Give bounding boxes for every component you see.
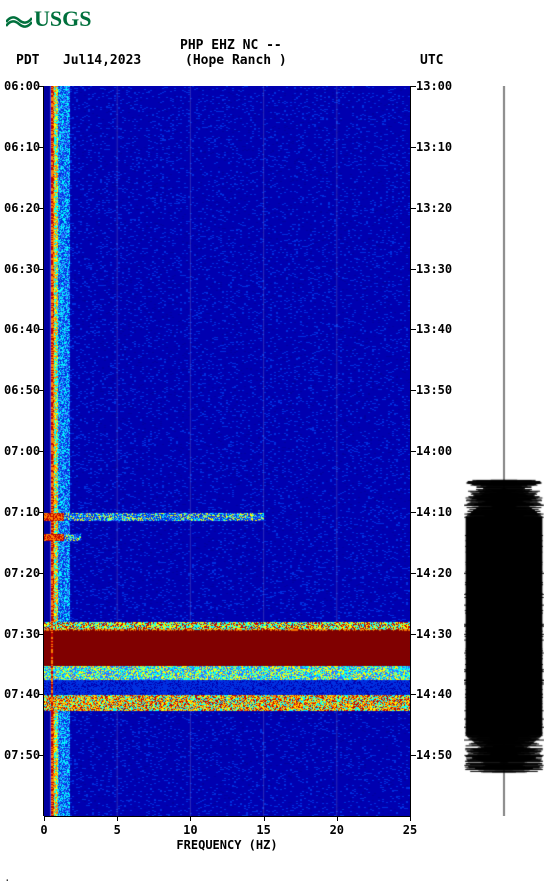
left-tick-label: 07:00 [4, 444, 40, 458]
right-tick-mark [410, 512, 416, 513]
left-tick-label: 06:50 [4, 383, 40, 397]
right-tick-mark [410, 86, 416, 87]
right-time-axis: 13:0013:1013:2013:3013:4013:5014:0014:10… [416, 86, 456, 816]
right-tick-label: 14:40 [416, 687, 452, 701]
right-tick-label: 14:50 [416, 748, 452, 762]
right-tick-label: 13:50 [416, 383, 452, 397]
left-tick-mark [38, 329, 44, 330]
right-tick-label: 13:20 [416, 201, 452, 215]
left-tick-label: 07:50 [4, 748, 40, 762]
x-tick-label: 0 [40, 823, 47, 837]
x-tick-label: 20 [330, 823, 344, 837]
x-tick-mark [117, 816, 118, 821]
left-tick-mark [38, 147, 44, 148]
right-tick-mark [410, 329, 416, 330]
left-tick-mark [38, 634, 44, 635]
right-tick-label: 14:10 [416, 505, 452, 519]
left-tick-label: 07:10 [4, 505, 40, 519]
right-tick-mark [410, 634, 416, 635]
x-axis-line [44, 816, 410, 817]
left-tick-mark [38, 451, 44, 452]
right-tick-mark [410, 147, 416, 148]
right-tick-mark [410, 694, 416, 695]
header-left: PDT Jul14,2023 [16, 53, 141, 68]
left-tick-mark [38, 269, 44, 270]
right-tick-label: 13:40 [416, 322, 452, 336]
right-tick-mark [410, 573, 416, 574]
date: Jul14,2023 [63, 53, 141, 68]
left-tick-mark [38, 755, 44, 756]
left-tick-mark [38, 390, 44, 391]
x-tick-mark [44, 816, 45, 821]
right-tick-label: 14:30 [416, 627, 452, 641]
waveform-panel [464, 86, 544, 816]
x-tick-mark [264, 816, 265, 821]
spectrogram-plot [44, 86, 410, 816]
wave-icon [6, 10, 32, 28]
left-tick-label: 07:40 [4, 687, 40, 701]
station-line: PHP EHZ NC -- [180, 38, 282, 53]
left-tick-label: 06:20 [4, 201, 40, 215]
usgs-logo: USGS [6, 6, 91, 32]
x-tick-label: 10 [183, 823, 197, 837]
x-tick-label: 25 [403, 823, 417, 837]
left-tick-label: 07:20 [4, 566, 40, 580]
right-tick-label: 13:30 [416, 262, 452, 276]
right-tick-label: 13:10 [416, 140, 452, 154]
left-tick-label: 06:00 [4, 79, 40, 93]
left-tz: PDT [16, 53, 39, 68]
left-tick-label: 06:30 [4, 262, 40, 276]
logo-text: USGS [34, 6, 91, 32]
right-tick-label: 13:00 [416, 79, 452, 93]
x-tick-label: 15 [256, 823, 270, 837]
left-tick-mark [38, 573, 44, 574]
left-tick-mark [38, 694, 44, 695]
x-tick-mark [337, 816, 338, 821]
x-tick-mark [190, 816, 191, 821]
left-tick-mark [38, 86, 44, 87]
left-tick-label: 06:40 [4, 322, 40, 336]
right-tick-mark [410, 390, 416, 391]
right-tick-label: 14:00 [416, 444, 452, 458]
left-tick-mark [38, 208, 44, 209]
waveform-canvas [464, 86, 544, 816]
right-tick-mark [410, 451, 416, 452]
left-tick-label: 07:30 [4, 627, 40, 641]
left-tick-label: 06:10 [4, 140, 40, 154]
right-tick-mark [410, 208, 416, 209]
x-tick-label: 5 [114, 823, 121, 837]
right-tick-mark [410, 269, 416, 270]
x-axis-title: FREQUENCY (HZ) [44, 838, 410, 852]
right-tz: UTC [420, 53, 443, 68]
spectrogram-canvas [44, 86, 410, 816]
right-tick-label: 14:20 [416, 566, 452, 580]
x-tick-mark [410, 816, 411, 821]
left-tick-mark [38, 512, 44, 513]
location-line: (Hope Ranch ) [185, 53, 287, 68]
right-tick-mark [410, 755, 416, 756]
footer-mark: . [4, 871, 11, 884]
